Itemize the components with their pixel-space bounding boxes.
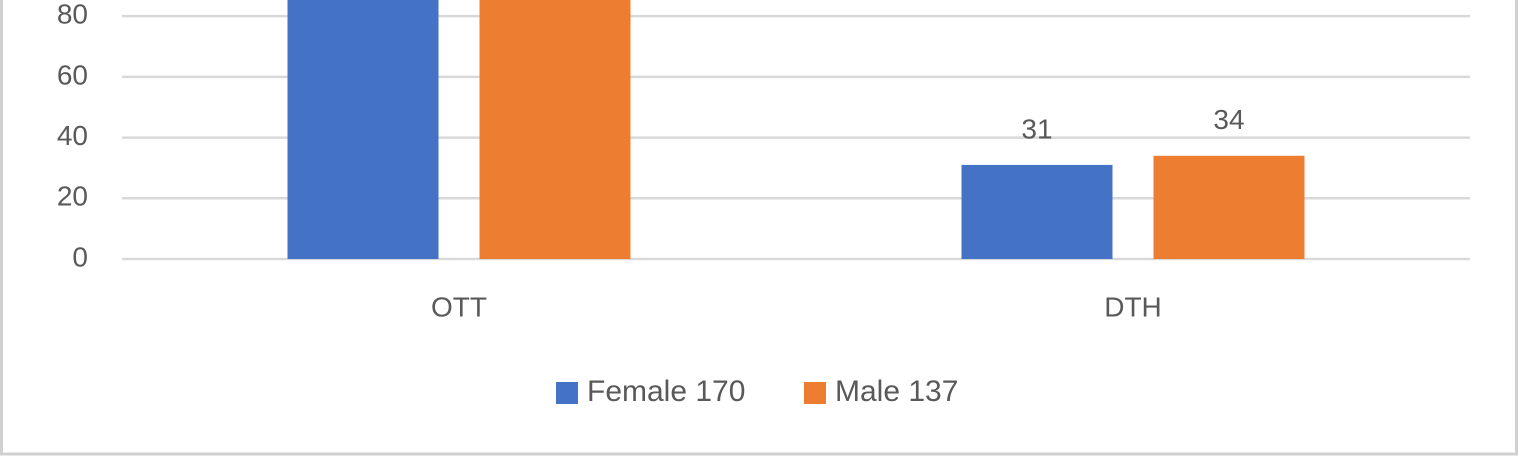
bar [961, 164, 1113, 259]
y-tick-label: 60 [57, 59, 88, 90]
legend-label: Female 170 [587, 375, 745, 408]
y-tick-label: 40 [57, 120, 88, 151]
y-tick-label: 0 [72, 241, 88, 272]
x-tick-label: OTT [431, 291, 487, 322]
y-tick-label: 80 [57, 0, 88, 30]
x-tick-label: DTH [1104, 291, 1162, 322]
bar [479, 0, 631, 259]
legend-label: Male 137 [835, 375, 958, 408]
legend-swatch [804, 382, 826, 404]
y-tick-label: 20 [57, 181, 88, 212]
data-label: 31 [1021, 113, 1052, 144]
bar [287, 0, 439, 259]
data-label: 34 [1213, 104, 1244, 135]
bar [1153, 155, 1305, 259]
legend-swatch [556, 382, 578, 404]
